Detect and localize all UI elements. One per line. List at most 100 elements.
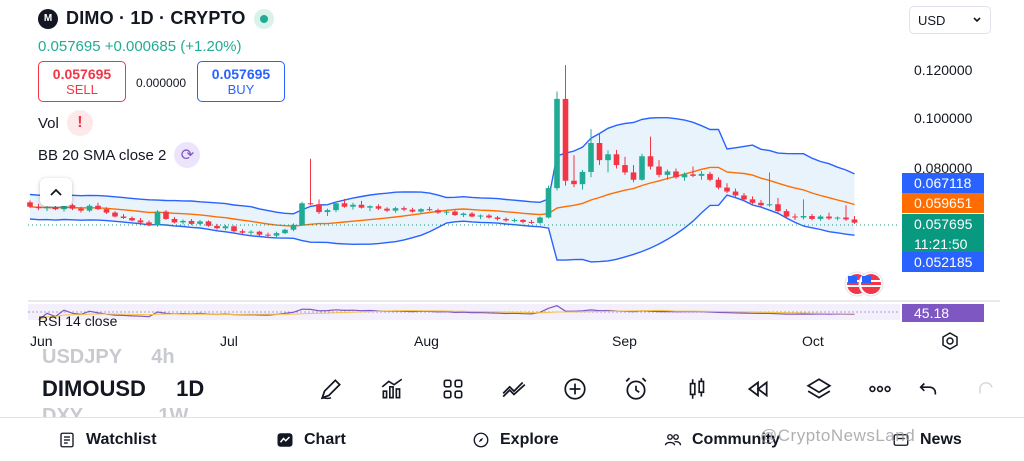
- candle: [630, 165, 637, 183]
- candle: [843, 205, 849, 221]
- refresh-icon[interactable]: ⟳: [174, 142, 201, 168]
- redo-icon: [979, 382, 993, 394]
- candle: [741, 192, 747, 201]
- symbol-next-interval: 1W: [158, 405, 189, 417]
- candle: [27, 200, 33, 209]
- candlestick-chart[interactable]: [0, 0, 1024, 360]
- candle: [800, 199, 807, 220]
- replay-button[interactable]: [727, 369, 788, 409]
- candle: [146, 220, 152, 227]
- more-icon: [868, 385, 891, 393]
- currency-value: USD: [918, 12, 946, 28]
- candle: [95, 202, 101, 211]
- candle: [197, 219, 203, 226]
- bollinger-bands: [29, 116, 855, 263]
- candle: [605, 150, 611, 173]
- basis-tag: 0.059651: [902, 193, 984, 213]
- candle: [282, 228, 288, 235]
- bb-indicator-legend[interactable]: BB 20 SMA close 2 ⟳: [38, 142, 201, 168]
- candle: [435, 208, 441, 215]
- price-tick: 0.100000: [914, 110, 973, 126]
- candle: [401, 206, 407, 212]
- pencil-icon: [320, 379, 341, 400]
- undo-icon: [919, 382, 937, 395]
- candle: [239, 229, 246, 235]
- candle: [486, 214, 492, 219]
- nav-explore-label: Explore: [500, 430, 559, 448]
- candles-icon: [689, 378, 704, 399]
- layers-icon: [805, 378, 832, 399]
- candle: [460, 212, 467, 217]
- buy-button[interactable]: 0.057695 BUY: [197, 61, 285, 102]
- currency-select[interactable]: USD: [909, 6, 991, 34]
- layers-button[interactable]: [788, 369, 849, 409]
- candle: [350, 202, 356, 210]
- candle: [545, 185, 552, 219]
- chart-type-button[interactable]: [361, 369, 422, 409]
- indicators-button[interactable]: [483, 369, 544, 409]
- candle: [452, 210, 458, 217]
- candle: [316, 199, 322, 215]
- last-price-tag: 0.057695 11:21:50: [902, 214, 984, 256]
- market-open-icon: [253, 8, 274, 29]
- add-button[interactable]: [544, 369, 605, 409]
- nav-community-label: Community: [692, 430, 780, 448]
- nav-chart[interactable]: Chart: [276, 418, 346, 461]
- rsi-ma-line: [38, 309, 855, 321]
- price-tick: 0.080000: [914, 160, 973, 176]
- nav-community[interactable]: Community: [664, 418, 780, 461]
- alert-button[interactable]: [605, 369, 666, 409]
- candle: [290, 223, 297, 232]
- candle: [664, 169, 671, 180]
- warning-icon[interactable]: !: [66, 110, 93, 136]
- candle: [520, 218, 526, 224]
- nav-watchlist[interactable]: Watchlist: [58, 418, 157, 461]
- candle: [588, 129, 594, 178]
- candle: [690, 166, 696, 178]
- candle: [732, 188, 739, 197]
- bar-countdown: 11:21:50: [914, 236, 968, 252]
- candle: [214, 223, 220, 230]
- candle: [596, 133, 603, 166]
- candle: [622, 156, 628, 175]
- symbol-next[interactable]: DXY 1W: [42, 405, 188, 417]
- layout-button[interactable]: [422, 369, 483, 409]
- spread-value: 0.000000: [136, 76, 187, 90]
- candle: [324, 208, 331, 217]
- rsi-legend[interactable]: RSI 14 close: [38, 313, 118, 326]
- time-tick: Jun: [30, 333, 53, 349]
- candle: [851, 216, 858, 224]
- nav-explore[interactable]: Explore: [472, 418, 559, 461]
- candle: [698, 170, 705, 180]
- sell-button[interactable]: 0.057695 SELL: [38, 61, 126, 102]
- candle: [817, 215, 824, 221]
- candle: [809, 214, 815, 221]
- undo-button[interactable]: [912, 369, 944, 409]
- sell-price: 0.057695: [52, 66, 112, 82]
- candle: [443, 210, 450, 216]
- candle: [384, 207, 390, 213]
- vol-indicator-legend[interactable]: Vol !: [38, 110, 93, 136]
- draw-tool-button[interactable]: [300, 369, 361, 409]
- redo-button[interactable]: [974, 369, 998, 409]
- symbol-prev[interactable]: USDJPY 4h: [42, 346, 175, 366]
- symbol-current[interactable]: DIMOUSD 1D: [42, 376, 282, 402]
- axis-settings-icon[interactable]: [940, 331, 960, 351]
- candle: [188, 218, 195, 225]
- price-change-line: 0.057695 +0.000685 (+1.20%): [38, 38, 242, 55]
- candle-style-button[interactable]: [666, 369, 727, 409]
- candle: [579, 169, 586, 190]
- nav-watchlist-label: Watchlist: [86, 430, 157, 448]
- more-button[interactable]: [849, 369, 910, 409]
- candle: [307, 158, 314, 206]
- candle: [503, 217, 509, 222]
- collapse-legend-button[interactable]: [40, 178, 72, 206]
- nav-news[interactable]: News: [892, 418, 962, 461]
- us-flag-icon[interactable]: [844, 271, 884, 297]
- candle: [469, 212, 475, 218]
- candle: [783, 209, 790, 218]
- chevron-up-icon: [50, 188, 62, 196]
- vol-label: Vol: [38, 114, 59, 132]
- symbol-header[interactable]: M DIMO · 1D · CRYPTO: [38, 8, 274, 29]
- symbol-title[interactable]: DIMO · 1D · CRYPTO: [66, 8, 246, 28]
